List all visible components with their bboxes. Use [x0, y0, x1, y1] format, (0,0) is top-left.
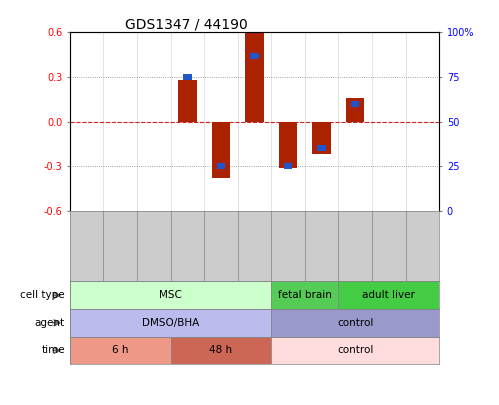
Bar: [346, 98, 364, 121]
Text: control: control: [337, 318, 373, 328]
Bar: [250, 53, 258, 59]
Text: time: time: [41, 345, 65, 355]
Text: control: control: [337, 345, 373, 355]
Text: cell type: cell type: [20, 290, 65, 300]
Bar: [271, 337, 439, 364]
Bar: [338, 281, 439, 309]
Bar: [279, 122, 297, 168]
Bar: [183, 74, 192, 80]
Bar: [70, 281, 271, 309]
Bar: [284, 163, 292, 169]
Bar: [271, 281, 338, 309]
Text: 6 h: 6 h: [112, 345, 128, 355]
Text: adult liver: adult liver: [362, 290, 415, 300]
Text: fetal brain: fetal brain: [278, 290, 332, 300]
Bar: [178, 80, 197, 121]
Bar: [70, 309, 271, 337]
Bar: [312, 122, 331, 154]
Bar: [212, 122, 230, 178]
Bar: [217, 163, 225, 169]
Text: 48 h: 48 h: [210, 345, 233, 355]
Bar: [70, 337, 171, 364]
Text: DMSO/BHA: DMSO/BHA: [142, 318, 199, 328]
Bar: [271, 309, 439, 337]
Bar: [171, 337, 271, 364]
Bar: [351, 101, 359, 107]
Bar: [317, 145, 326, 151]
Text: MSC: MSC: [159, 290, 182, 300]
Bar: [245, 33, 263, 122]
Text: GDS1347 / 44190: GDS1347 / 44190: [125, 17, 248, 31]
Text: agent: agent: [35, 318, 65, 328]
